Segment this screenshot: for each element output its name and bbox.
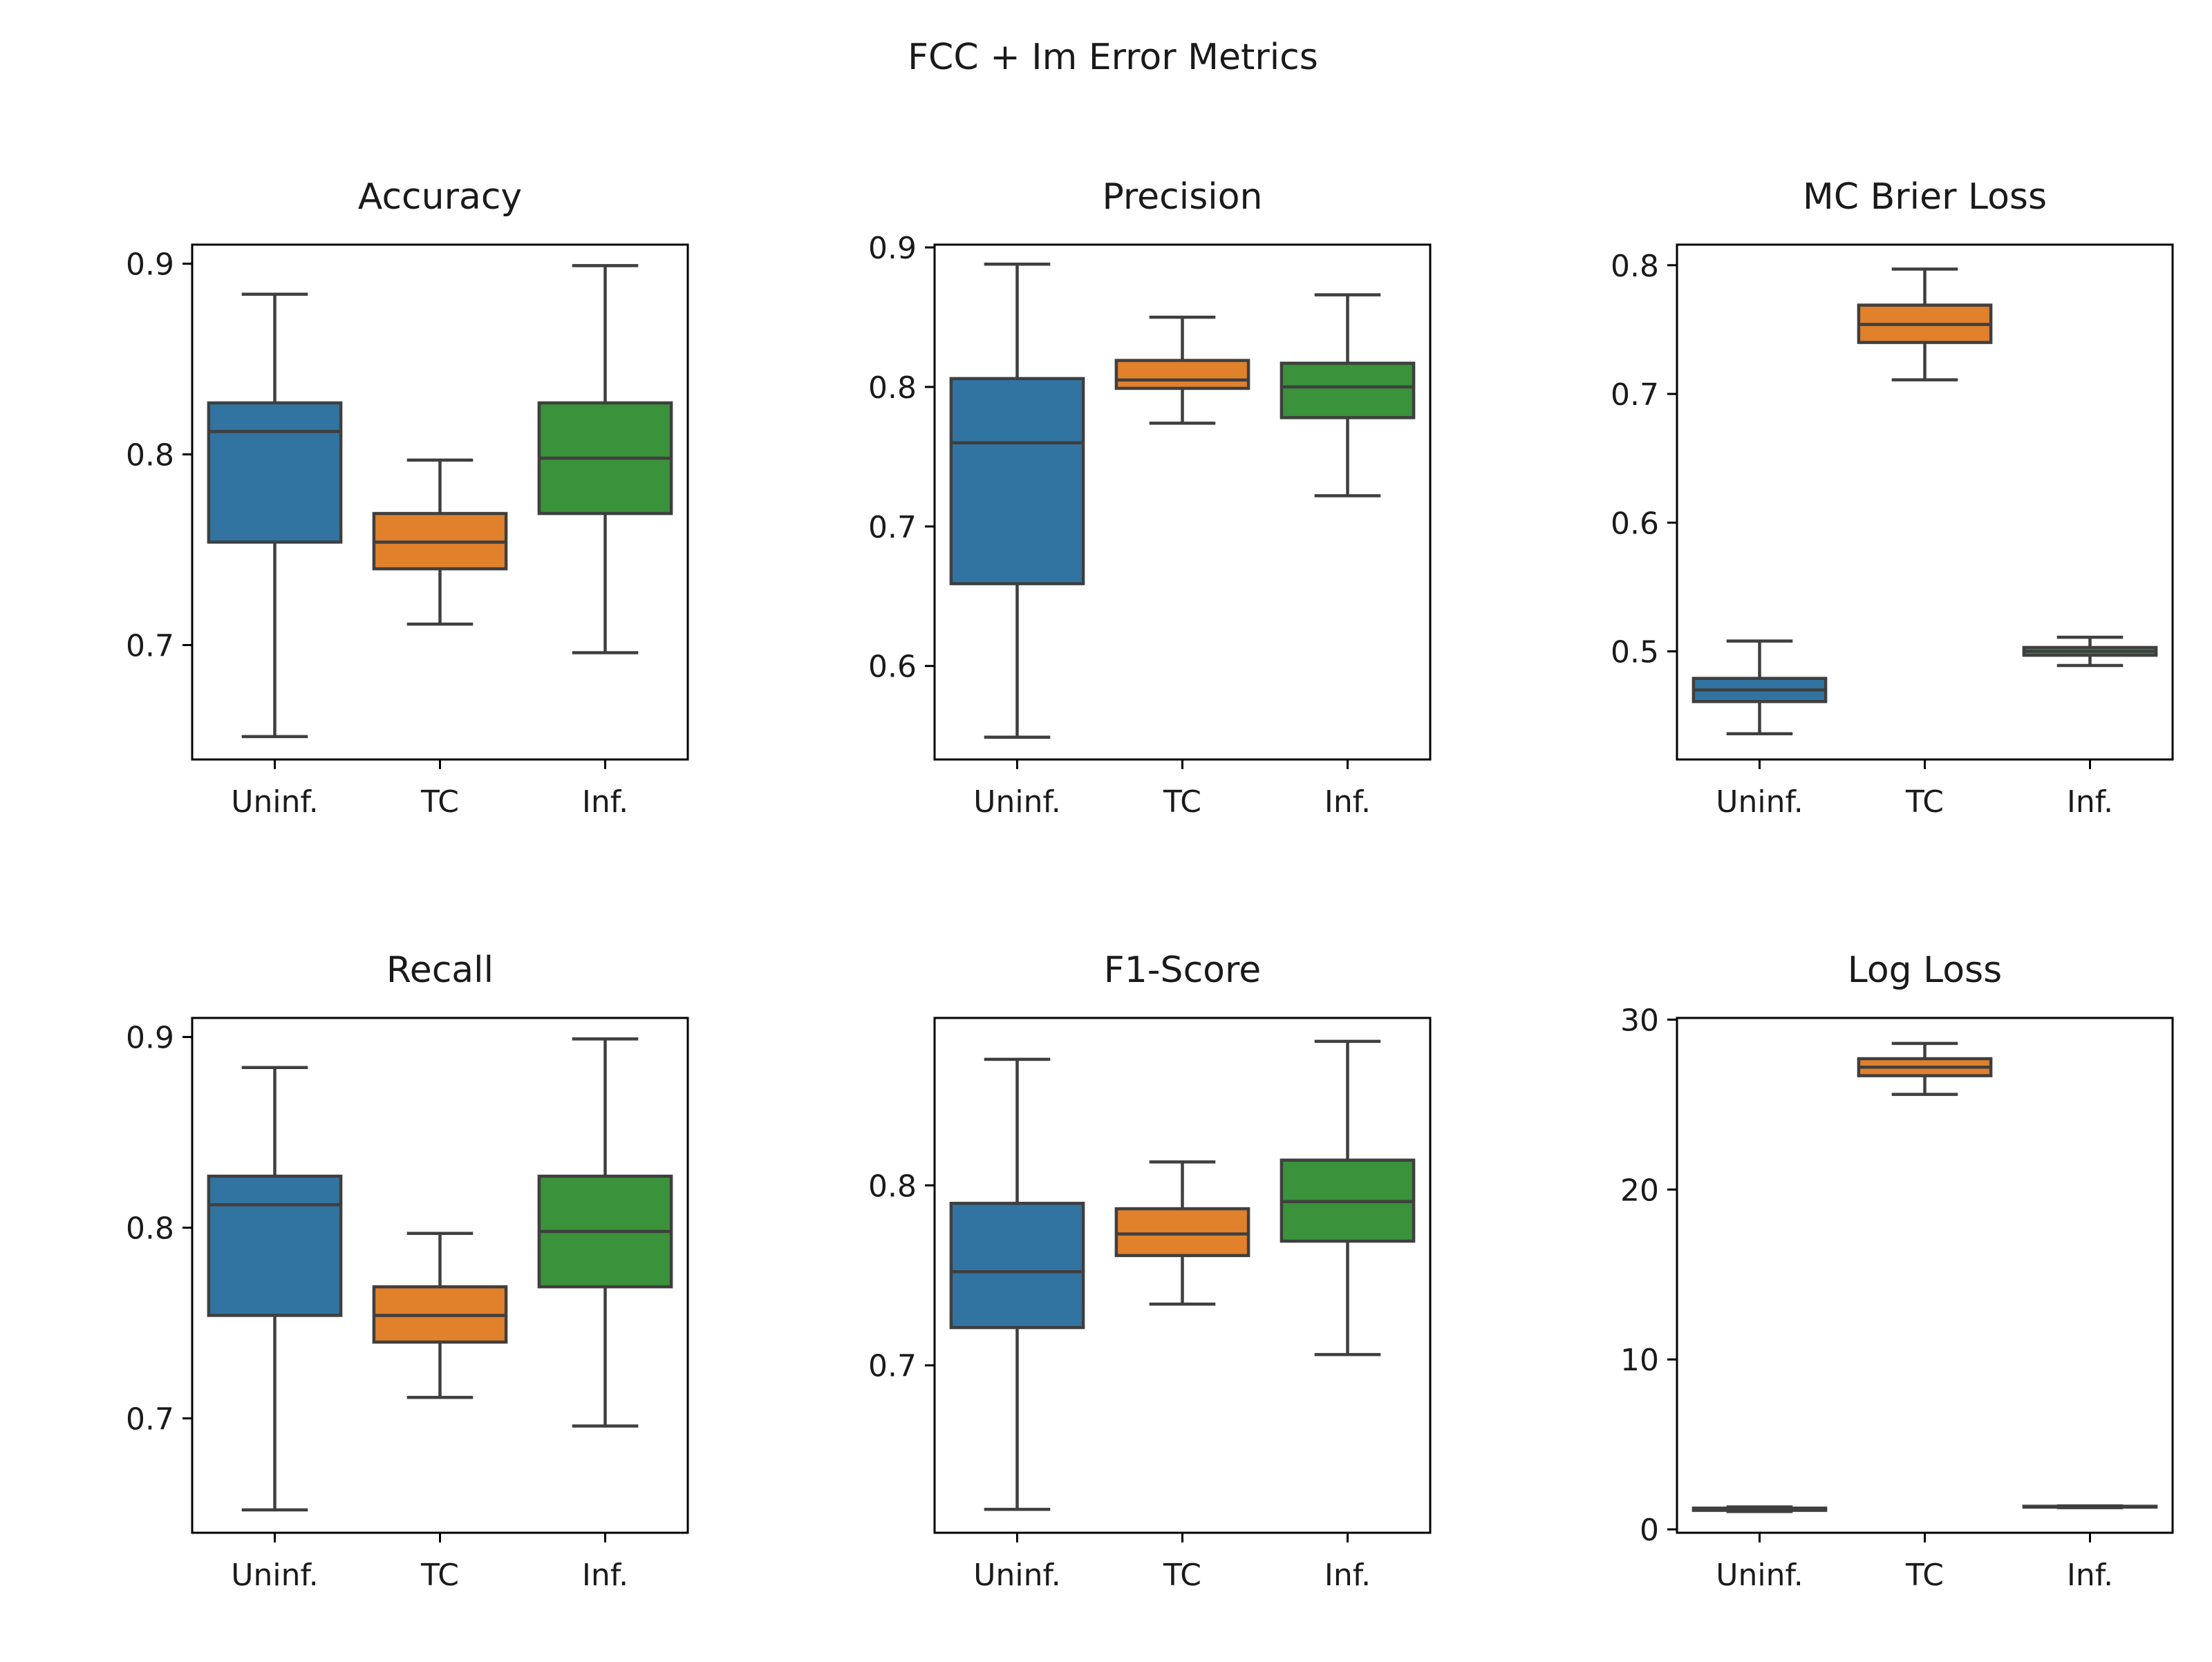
log-loss-ytick-label: 30 bbox=[1620, 1003, 1659, 1038]
precision-ytick-label: 0.9 bbox=[868, 231, 917, 266]
recall-box-tc bbox=[372, 1231, 508, 1399]
f1-score-title: F1-Score bbox=[1104, 950, 1261, 991]
recall-box-uninf bbox=[207, 1066, 343, 1512]
mc-brier-loss-title: MC Brier Loss bbox=[1803, 176, 2047, 218]
recall-title: Recall bbox=[386, 950, 494, 991]
figure-title: FCC + Im Error Metrics bbox=[908, 37, 1318, 78]
precision-xtick-label: Uninf. bbox=[973, 784, 1060, 820]
precision-ytick-label: 0.8 bbox=[868, 370, 917, 406]
log-loss-panel: Log Loss 0 10 20 30 Uninf. TC Inf. bbox=[1620, 950, 2174, 1593]
recall-xtick-label: TC bbox=[420, 1558, 459, 1593]
f1-score-xtick-label: TC bbox=[1163, 1558, 1201, 1593]
accuracy-xtick-label: Uninf. bbox=[231, 784, 318, 820]
recall-box-inf bbox=[537, 1037, 673, 1428]
f1-score-iqr-box bbox=[1114, 1207, 1250, 1258]
f1-score-box-tc bbox=[1114, 1160, 1250, 1306]
recall-ytick-label: 0.9 bbox=[126, 1021, 174, 1056]
mc-brier-loss-xtick-label: Uninf. bbox=[1716, 784, 1803, 820]
accuracy-xtick-label: TC bbox=[420, 784, 459, 820]
log-loss-box-inf bbox=[2022, 1504, 2158, 1509]
precision-box-tc bbox=[1114, 315, 1250, 425]
precision-box-inf bbox=[1280, 293, 1416, 498]
mc-brier-loss-panel: MC Brier Loss 0.5 0.6 0.7 0.8 Uninf. TC Inf. bbox=[1611, 176, 2174, 820]
log-loss-ytick-label: 10 bbox=[1620, 1343, 1659, 1378]
mc-brier-loss-ytick-label: 0.6 bbox=[1611, 506, 1659, 541]
log-loss-ytick-label: 0 bbox=[1640, 1513, 1659, 1548]
f1-score-xtick-label: Uninf. bbox=[973, 1558, 1060, 1593]
accuracy-iqr-box bbox=[207, 401, 343, 544]
f1-score-box-inf bbox=[1280, 1039, 1416, 1357]
precision-iqr-box bbox=[1280, 361, 1416, 419]
accuracy-panel: Accuracy 0.7 0.8 0.9 Uninf. TC Inf. bbox=[126, 176, 689, 820]
accuracy-box-uninf bbox=[207, 292, 343, 739]
mc-brier-loss-ytick-label: 0.7 bbox=[1611, 377, 1659, 413]
accuracy-ytick-label: 0.8 bbox=[126, 438, 174, 473]
log-loss-xtick-label: Inf. bbox=[2067, 1558, 2113, 1593]
precision-ytick-label: 0.6 bbox=[868, 650, 917, 685]
accuracy-ytick-label: 0.7 bbox=[126, 628, 174, 663]
accuracy-ytick-label: 0.9 bbox=[126, 247, 174, 283]
log-loss-xtick-label: TC bbox=[1905, 1558, 1944, 1593]
recall-ytick-label: 0.7 bbox=[126, 1401, 174, 1437]
recall-ytick-label: 0.8 bbox=[126, 1211, 174, 1247]
mc-brier-loss-box-uninf bbox=[1691, 639, 1828, 735]
accuracy-xtick-label: Inf. bbox=[582, 784, 628, 820]
f1-score-ytick-label: 0.7 bbox=[868, 1349, 917, 1384]
log-loss-xtick-label: Uninf. bbox=[1716, 1558, 1803, 1593]
precision-iqr-box bbox=[949, 377, 1085, 585]
mc-brier-loss-box-inf bbox=[2022, 635, 2158, 668]
mc-brier-loss-ytick-label: 0.5 bbox=[1611, 635, 1659, 670]
recall-panel: Recall 0.7 0.8 0.9 Uninf. TC Inf. bbox=[126, 950, 689, 1593]
precision-panel: Precision 0.6 0.7 0.8 0.9 Uninf. TC Inf. bbox=[868, 176, 1432, 820]
accuracy-box-inf bbox=[537, 264, 673, 654]
accuracy-title: Accuracy bbox=[358, 176, 522, 218]
mc-brier-loss-xtick-label: Inf. bbox=[2067, 784, 2113, 820]
recall-xtick-label: Inf. bbox=[582, 1558, 628, 1593]
log-loss-box-uninf bbox=[1691, 1505, 1828, 1513]
precision-ytick-label: 0.7 bbox=[868, 510, 917, 545]
precision-box-uninf bbox=[949, 263, 1085, 739]
recall-iqr-box bbox=[207, 1174, 343, 1317]
mc-brier-loss-ytick-label: 0.8 bbox=[1611, 249, 1659, 284]
precision-xtick-label: Inf. bbox=[1324, 784, 1371, 820]
log-loss-title: Log Loss bbox=[1848, 950, 2002, 991]
precision-iqr-box bbox=[1114, 359, 1250, 390]
accuracy-box-tc bbox=[372, 458, 508, 626]
log-loss-ytick-label: 20 bbox=[1620, 1173, 1659, 1208]
f1-score-panel: F1-Score 0.7 0.8 Uninf. TC Inf. bbox=[868, 950, 1432, 1593]
panels: Accuracy 0.7 0.8 0.9 Uninf. TC Inf. Precision 0.… bbox=[126, 176, 2174, 1593]
mc-brier-loss-box-tc bbox=[1857, 267, 1993, 381]
precision-xtick-label: TC bbox=[1163, 784, 1201, 820]
f1-score-iqr-box bbox=[949, 1202, 1085, 1330]
mc-brier-loss-xtick-label: TC bbox=[1905, 784, 1944, 820]
f1-score-xtick-label: Inf. bbox=[1324, 1558, 1371, 1593]
f1-score-box-uninf bbox=[949, 1057, 1085, 1511]
recall-xtick-label: Uninf. bbox=[231, 1558, 318, 1593]
log-loss-box-tc bbox=[1857, 1041, 1993, 1096]
f1-score-ytick-label: 0.8 bbox=[868, 1169, 917, 1204]
precision-title: Precision bbox=[1102, 176, 1262, 218]
